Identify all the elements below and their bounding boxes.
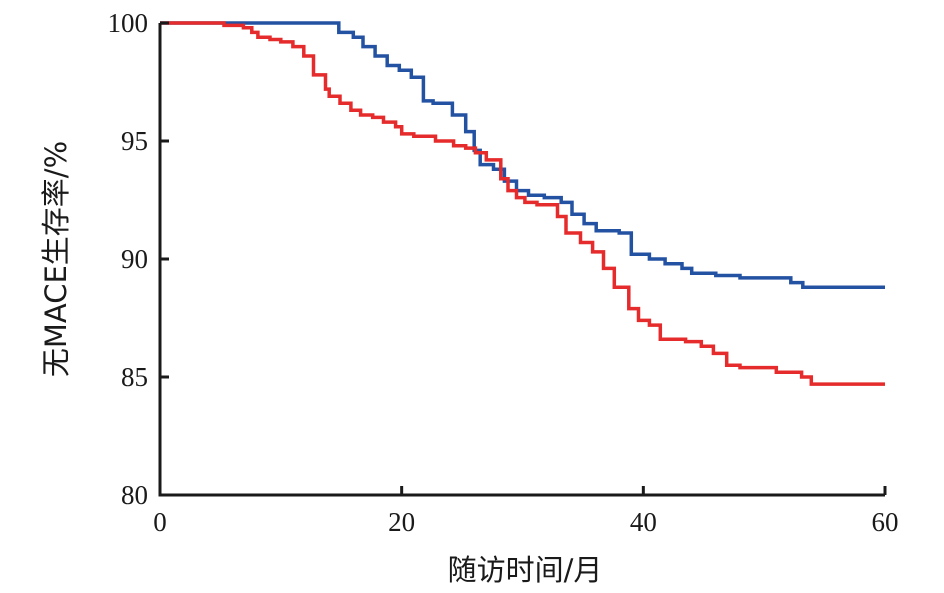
x-tick-label: 60 [872,507,899,537]
x-tick-label: 40 [630,507,657,537]
labels-layer: 0 20 40 60 80 85 90 95 100 [108,8,899,537]
x-axis-title: 随访时间/月 [448,553,603,587]
axes-layer [158,23,885,497]
y-tick-label: 85 [121,362,148,392]
ticks-layer [158,21,887,497]
x-tick-label: 20 [388,507,415,537]
y-axis-title: 无MACE生存率/% [39,141,73,377]
axis-frame [158,23,885,497]
y-tick-label: 90 [121,244,148,274]
y-tick-label: 80 [121,480,148,510]
series-line-2 [160,21,885,386]
y-tick-label: 95 [121,126,148,156]
y-tick-label: 100 [108,8,149,38]
series-line-1 [160,21,885,290]
series-layer [160,21,885,386]
x-tick-label: 0 [153,507,167,537]
